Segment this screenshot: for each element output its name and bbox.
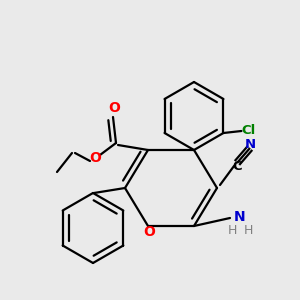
Text: C: C xyxy=(232,160,242,172)
Text: Cl: Cl xyxy=(241,124,256,137)
Text: H: H xyxy=(243,224,253,238)
Text: O: O xyxy=(89,151,101,165)
Text: O: O xyxy=(108,101,120,115)
Text: N: N xyxy=(244,139,256,152)
Text: O: O xyxy=(143,225,155,239)
Text: N: N xyxy=(234,210,246,224)
Text: H: H xyxy=(227,224,237,238)
